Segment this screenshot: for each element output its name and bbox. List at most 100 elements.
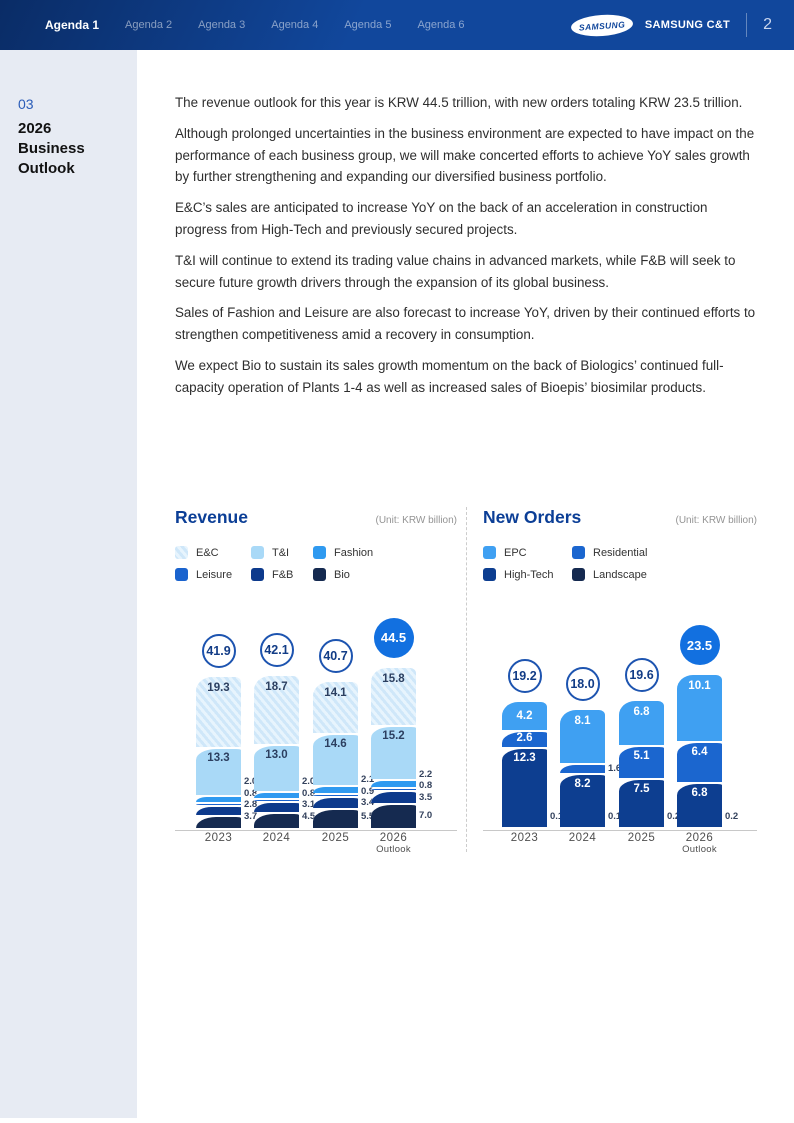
bar-segment-landscape xyxy=(619,826,664,828)
revenue-chart-title: Revenue xyxy=(175,507,248,527)
legend-item-f-b: F&B xyxy=(251,568,313,581)
segment-value-label: 13.3 xyxy=(207,751,230,764)
legend-color-chip xyxy=(483,568,496,581)
section-number: 03 xyxy=(18,96,34,112)
legend-item-t-i: T&I xyxy=(251,546,313,559)
legend-color-chip xyxy=(175,546,188,559)
bar-segment-residential xyxy=(502,729,547,747)
legend-item-fashion: Fashion xyxy=(313,546,457,559)
legend-item-e-c: E&C xyxy=(175,546,251,559)
revenue-legend: E&C T&I Fashion Leisure F&B Bio xyxy=(175,546,457,581)
bar-segment-leisure xyxy=(313,792,358,796)
body-paragraph: The revenue outlook for this year is KRW… xyxy=(175,95,743,110)
tab-agenda-1[interactable]: Agenda 1 xyxy=(45,18,100,32)
section-title: 2026 Business Outlook xyxy=(18,119,127,179)
legend-label: Landscape xyxy=(593,568,647,581)
body-paragraph: Sales of Fashion and Leisure are also fo… xyxy=(175,305,756,343)
brand-divider xyxy=(746,13,748,37)
bar-segment-fashion xyxy=(371,779,416,788)
segment-value-label: 6.4 xyxy=(691,745,708,758)
bar-segment-bio xyxy=(371,802,416,828)
new-orders-chart-title: New Orders xyxy=(483,507,582,527)
bar-segment-e-c xyxy=(254,676,299,744)
bar-segment-e-c xyxy=(371,667,416,725)
segment-value-label: 15.8 xyxy=(382,672,405,685)
category-label: 2026 Outlook xyxy=(667,832,732,855)
body-paragraph: E&C’s sales are anticipated to increase … xyxy=(175,200,708,237)
tab-agenda-4[interactable]: Agenda 4 xyxy=(271,19,319,31)
segment-value-label: 6.8 xyxy=(633,705,650,718)
segment-value-label: 0.1 xyxy=(550,810,564,822)
new-orders-legend: EPC Residential High-Tech Landscape xyxy=(483,546,757,581)
segment-value-label: 8.2 xyxy=(574,778,591,791)
legend-color-chip xyxy=(483,546,496,559)
brand-name: SAMSUNG C&T xyxy=(644,19,731,31)
legend-item-epc: EPC xyxy=(483,546,572,559)
section-title-line: 2026 xyxy=(18,120,52,137)
legend-item-leisure: Leisure xyxy=(175,568,251,581)
segment-value-label: 0.1 xyxy=(608,810,622,822)
segment-value-label: 2.2 xyxy=(419,768,433,780)
page-number: 2 xyxy=(763,16,772,33)
new-orders-chart: New Orders (Unit: KRW billion) EPC Reside… xyxy=(483,507,757,855)
segment-value-label: 7.5 xyxy=(633,782,650,795)
bar-segment-f-b xyxy=(254,800,299,812)
section-sidebar: 03 2026 Business Outlook xyxy=(0,50,137,1118)
bar-segment-high-tech xyxy=(560,773,605,827)
legend-color-chip xyxy=(572,568,585,581)
samsung-logo: SAMSUNG xyxy=(570,12,634,38)
total-badge: 19.2 xyxy=(507,659,542,694)
bar-segment-t-i xyxy=(313,732,358,786)
bar-segment-fashion xyxy=(196,794,241,802)
legend-color-chip xyxy=(251,546,264,559)
agenda-tabs: Agenda 1 Agenda 2 Agenda 3 Agenda 4 Agenda 5… xyxy=(0,18,571,32)
bar-segment-residential xyxy=(677,740,722,783)
total-badge: 19.6 xyxy=(624,657,659,692)
bar-segment-t-i xyxy=(371,724,416,780)
segment-value-label: 14.6 xyxy=(324,737,347,750)
new-orders-plot: 0.1 12.3 2.6 4.2 19.2 2023 0.1 8.2 1.6 8.1 18.0 202… xyxy=(483,602,757,860)
total-badge: 18.0 xyxy=(565,667,600,702)
revenue-axis-line xyxy=(175,830,457,831)
new-orders-axis-line xyxy=(483,830,757,831)
tab-agenda-5[interactable]: Agenda 5 xyxy=(344,19,392,31)
segment-value-label: 14.1 xyxy=(324,686,347,699)
bar-segment-bio xyxy=(254,811,299,828)
bar-segment-epc xyxy=(502,702,547,730)
segment-value-label: 0.2 xyxy=(667,810,681,822)
bar-segment-t-i xyxy=(196,746,241,795)
bar-segment-landscape xyxy=(677,826,722,828)
category-label: 2023 xyxy=(510,832,539,844)
segment-value-label: 3.1 xyxy=(302,799,316,810)
legend-color-chip xyxy=(175,568,188,581)
segment-value-label: 1.6 xyxy=(608,763,622,775)
bar-segment-e-c xyxy=(313,681,358,733)
segment-value-label: 10.1 xyxy=(688,680,711,693)
segment-value-label: 2.0 xyxy=(244,776,258,787)
bar-segment-f-b xyxy=(196,804,241,815)
body-paragraph: T&I will continue to extend its trading … xyxy=(175,252,736,290)
segment-value-label: 3.7 xyxy=(244,810,258,822)
bar-segment-e-c xyxy=(196,677,241,747)
tab-agenda-3[interactable]: Agenda 3 xyxy=(198,19,246,31)
bar-segment-landscape xyxy=(560,826,605,828)
new-orders-chart-header: New Orders (Unit: KRW billion) xyxy=(483,507,757,528)
top-navigation-bar: Agenda 1 Agenda 2 Agenda 3 Agenda 4 Agenda 5… xyxy=(0,0,794,50)
bar-segment-leisure xyxy=(371,787,416,791)
legend-label: E&C xyxy=(196,546,219,559)
category-label: 2025 xyxy=(627,832,656,844)
bar-segment-epc xyxy=(619,700,664,745)
legend-color-chip xyxy=(572,546,585,559)
bar-segment-bio xyxy=(196,814,241,828)
bar-segment-epc xyxy=(560,710,605,763)
legend-label: Bio xyxy=(334,568,350,581)
bar-segment-residential xyxy=(619,744,664,778)
legend-label: High-Tech xyxy=(504,568,554,581)
legend-label: EPC xyxy=(504,546,527,559)
tab-agenda-2[interactable]: Agenda 2 xyxy=(125,19,173,31)
bar-segment-fashion xyxy=(313,785,358,793)
bar-segment-f-b xyxy=(313,795,358,809)
bar-segment-t-i xyxy=(254,743,299,791)
tab-agenda-6[interactable]: Agenda 6 xyxy=(417,19,465,31)
